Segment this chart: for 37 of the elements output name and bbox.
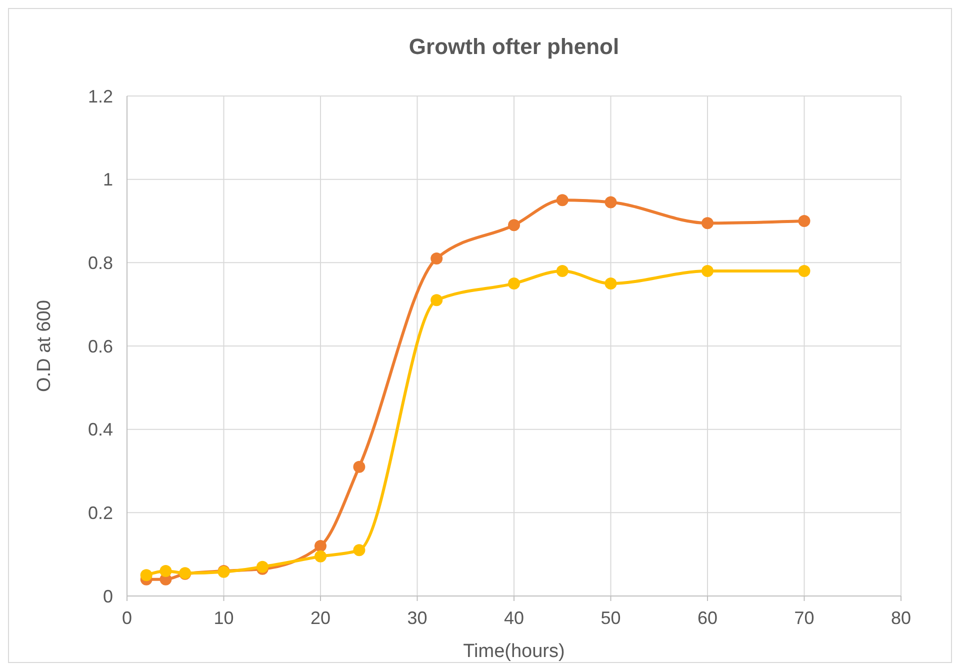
point	[314, 540, 326, 552]
point	[430, 294, 443, 306]
point	[508, 278, 520, 290]
point	[508, 219, 520, 232]
point	[702, 217, 714, 230]
x-tick-label: 20	[310, 608, 331, 628]
x-tick-label: 80	[890, 608, 912, 628]
point	[798, 265, 810, 277]
point	[314, 550, 326, 562]
point	[353, 544, 366, 556]
y-tick-label: 0.2	[88, 502, 113, 523]
x-tick-label: 50	[600, 608, 621, 628]
x-tick-label: 0	[122, 608, 132, 628]
point	[140, 569, 152, 582]
chart-title: Growth ofter phenol	[408, 34, 620, 59]
point	[798, 215, 810, 227]
x-tick-label: 30	[407, 608, 428, 628]
x-axis-title: Time(hours)	[463, 641, 565, 662]
point	[604, 278, 617, 290]
point	[160, 565, 172, 577]
x-tick-label: 70	[794, 608, 814, 628]
x-tick-label: 40	[504, 608, 524, 628]
y-tick-label: 0	[102, 586, 113, 606]
y-tick-label: 1	[102, 170, 113, 190]
point	[430, 252, 443, 264]
point	[556, 265, 568, 277]
point	[604, 196, 617, 208]
y-axis-title: O.D at 600	[34, 300, 55, 392]
y-tick-label: 0.4	[88, 420, 113, 440]
y-tick-label: 1.2	[88, 86, 113, 106]
x-tick-label: 10	[214, 608, 234, 628]
y-tick-label: 0.6	[88, 336, 113, 356]
x-tick-label: 60	[697, 608, 718, 628]
y-tick-label: 0.8	[88, 252, 113, 273]
point	[702, 265, 714, 277]
point	[556, 194, 568, 206]
point	[353, 460, 366, 473]
